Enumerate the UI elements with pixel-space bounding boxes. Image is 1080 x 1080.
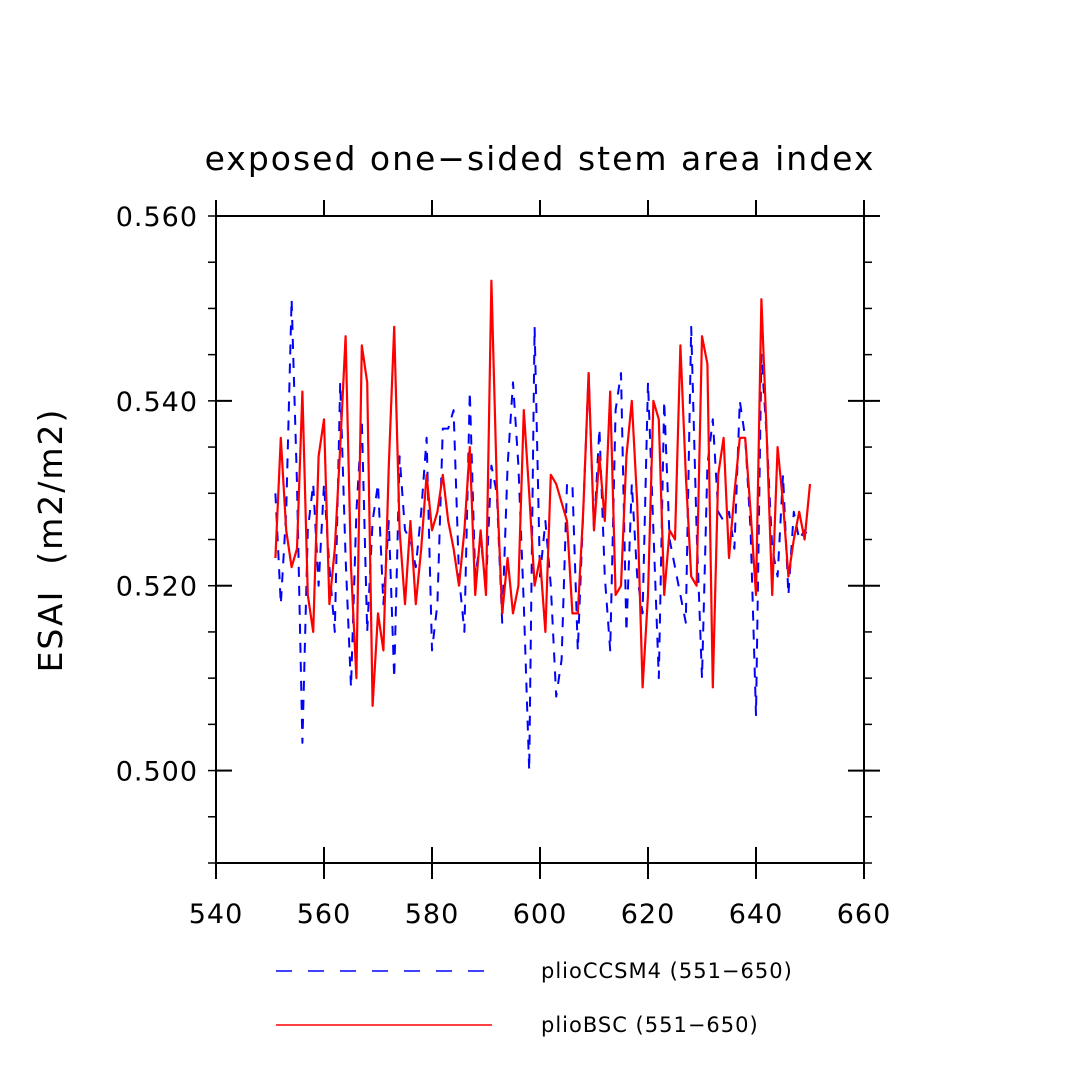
y-tick-label: 0.520: [116, 572, 198, 603]
x-tick-label: 600: [513, 899, 568, 930]
legend-label: plioCCSM4 (551−650): [541, 959, 793, 983]
y-axis-label-group: ESAI (m2/m2): [31, 408, 70, 673]
x-tick-label: 540: [189, 899, 244, 930]
legend: plioCCSM4 (551−650) plioBSC (551−650): [276, 959, 793, 1037]
y-tick-label: 0.560: [116, 202, 198, 233]
x-tick-label: 660: [837, 899, 892, 930]
x-tick-label: 580: [405, 899, 460, 930]
x-tick-label: 640: [729, 899, 784, 930]
legend-label: plioBSC (551−650): [541, 1013, 759, 1037]
series-line: [274, 279, 812, 708]
series-line: [274, 298, 811, 772]
y-axis-label: ESAI (m2/m2): [31, 408, 70, 673]
plot-area: 0.500 0.520 0.540 0.560 540 560 580 600 620 640 66…: [116, 200, 892, 930]
x-tick-label: 620: [621, 899, 676, 930]
x-tick-label: 560: [297, 899, 352, 930]
y-tick-label: 0.500: [116, 757, 198, 788]
y-tick-label: 0.540: [116, 387, 198, 418]
chart-title: exposed one−sided stem area index: [205, 139, 876, 178]
